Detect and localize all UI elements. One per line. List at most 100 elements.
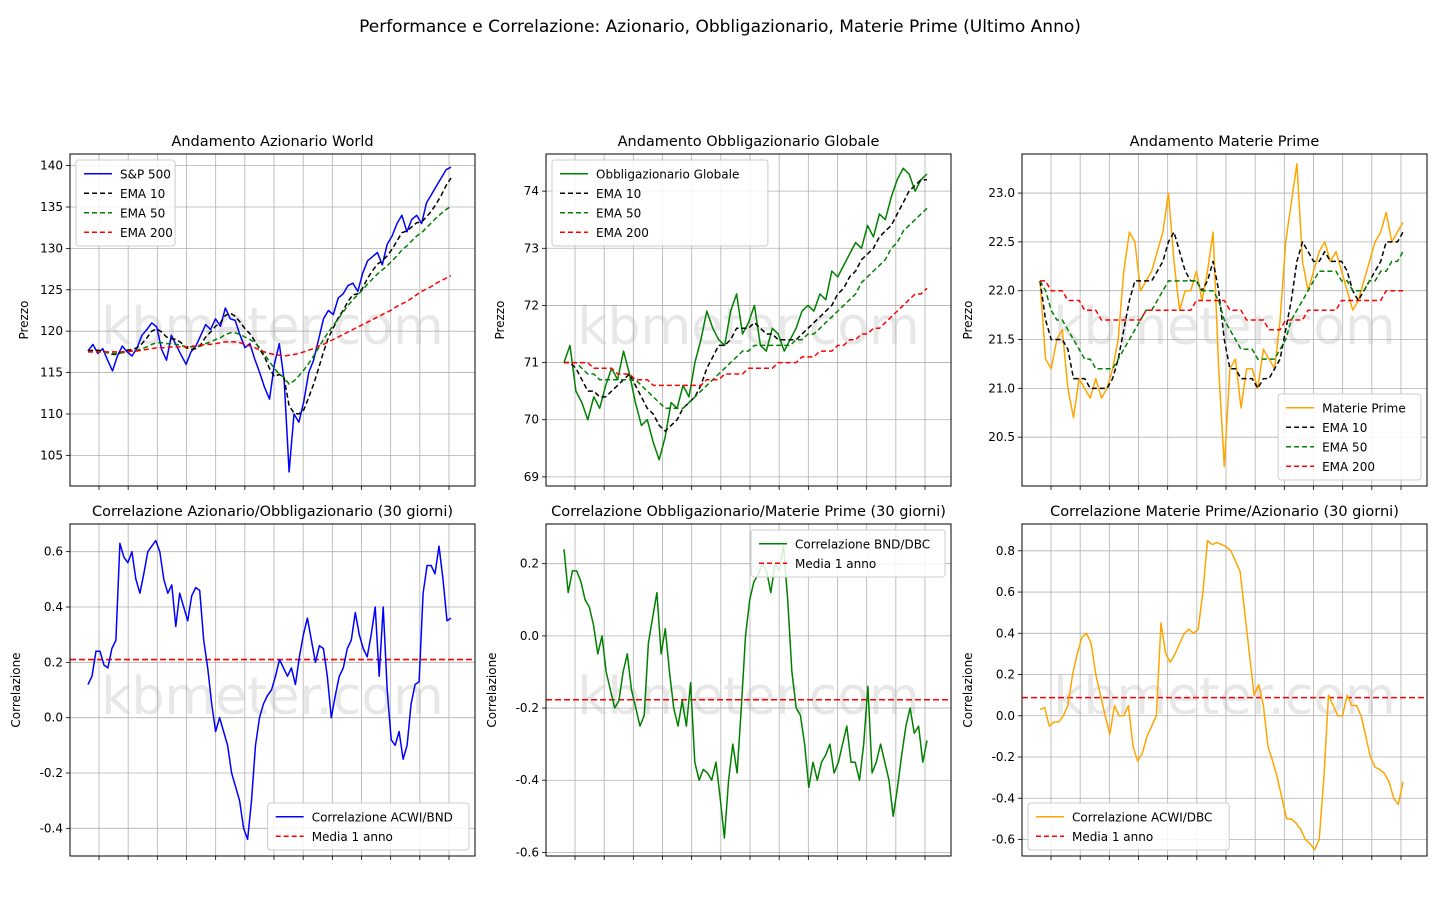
y-tick-label: 120 — [40, 324, 63, 338]
y-tick-label: 0.2 — [44, 655, 63, 669]
legend: Correlazione ACWI/BND Media 1 anno — [267, 802, 470, 851]
series-line-1 — [1039, 163, 1404, 468]
y-tick-label: 21.5 — [988, 333, 1015, 347]
subplot-grid: kbmeter.com 105 110 115 120 125 130 135 140 Andam… — [9, 134, 1428, 860]
y-axis-label: Correlazione — [9, 652, 23, 727]
legend: S&P 500 EMA 10 EMA 50 EMA 200 — [75, 159, 176, 247]
y-tick-label: -0.2 — [40, 766, 63, 780]
y-tick-label: 69 — [524, 470, 539, 484]
legend-label: Media 1 anno — [312, 830, 393, 844]
y-tick-label: 130 — [40, 241, 63, 255]
legend-label: Correlazione BND/DBC — [795, 537, 930, 551]
y-axis-label: Prezzo — [493, 300, 507, 339]
legend-label: Correlazione ACWI/BND — [312, 810, 453, 824]
series-line-3 — [564, 207, 928, 410]
y-tick-label: 0.0 — [520, 629, 539, 643]
legend-label: S&P 500 — [120, 167, 171, 181]
series-line-4 — [564, 287, 928, 387]
legend-box — [75, 159, 176, 247]
subplot-title: Correlazione Obbligazionario/Materie Pri… — [551, 504, 946, 520]
subplot-4: kbmeter.com-0.4-0.20.00.20.40.6Correlazi… — [9, 504, 476, 860]
legend-label: Correlazione ACWI/DBC — [1072, 810, 1212, 824]
legend-label: EMA 10 — [1322, 421, 1367, 435]
y-tick-label: 71 — [524, 356, 539, 370]
subplot-title: Correlazione Azionario/Obbligazionario (… — [92, 504, 453, 520]
y-tick-label: 0.2 — [996, 668, 1015, 682]
watermark: kbmeter.com — [577, 297, 919, 357]
watermark: kbmeter.com — [577, 667, 919, 727]
legend-label: EMA 10 — [120, 187, 165, 201]
axes-frame — [545, 153, 952, 487]
axes-frame — [545, 523, 952, 857]
y-tick-label: 0.8 — [996, 544, 1015, 558]
y-tick-label: 73 — [524, 241, 539, 255]
y-tick-label: 20.5 — [988, 430, 1015, 444]
axes-frame — [1021, 153, 1428, 487]
y-tick-label: 0.6 — [996, 585, 1015, 599]
y-tick-label: 21.0 — [988, 381, 1015, 395]
y-tick-label: 0.0 — [996, 709, 1015, 723]
series-line-1 — [87, 539, 452, 841]
y-tick-label: 110 — [40, 407, 63, 421]
y-tick-label: -0.6 — [992, 833, 1015, 847]
y-tick-label: -0.2 — [992, 750, 1015, 764]
y-tick-label: 105 — [40, 448, 63, 462]
series-line-4 — [88, 275, 452, 357]
y-tick-label: -0.4 — [992, 791, 1015, 805]
y-tick-label: -0.4 — [40, 821, 63, 835]
y-tick-label: 74 — [524, 184, 539, 198]
subplot-6: kbmeter.com-0.6-0.4-0.20.00.20.40.60.8Co… — [961, 504, 1428, 860]
y-axis-label: Prezzo — [17, 300, 31, 339]
y-axis-label: Correlazione — [961, 652, 975, 727]
subplot-title: Andamento Azionario World — [171, 134, 373, 150]
series-line-1 — [87, 166, 452, 473]
series-line-3 — [88, 205, 452, 385]
y-tick-label: 125 — [40, 283, 63, 297]
series-line-1 — [563, 544, 928, 839]
legend-label: Media 1 anno — [795, 557, 876, 571]
subplot-title: Andamento Obbligazionario Globale — [618, 134, 880, 150]
watermark: kbmeter.com — [1053, 297, 1395, 357]
axes-frame — [69, 523, 476, 857]
legend: Correlazione BND/DBC Media 1 anno — [750, 529, 946, 578]
axes-frame — [1021, 523, 1428, 857]
y-tick-label: 0.4 — [44, 600, 63, 614]
y-tick-label: 0.6 — [44, 545, 63, 559]
legend-box — [750, 529, 946, 578]
y-axis-label: Prezzo — [961, 300, 975, 339]
legend-label: EMA 200 — [1322, 460, 1375, 474]
legend: Obbligazionario Globale EMA 10 EMA 50 EMA 2… — [551, 159, 769, 247]
legend-box — [1027, 802, 1230, 851]
y-tick-label: 115 — [40, 366, 63, 380]
y-tick-label: 135 — [40, 200, 63, 214]
legend-label: EMA 50 — [1322, 440, 1367, 454]
subplot-1: kbmeter.com 105 110 115 120 125 130 135 140 Andam… — [17, 134, 476, 490]
series-line-2 — [87, 177, 452, 415]
legend-label: EMA 50 — [596, 206, 641, 220]
legend: Correlazione ACWI/DBC Media 1 anno — [1027, 802, 1230, 851]
y-tick-label: 72 — [524, 298, 539, 312]
y-tick-label: 0.0 — [44, 711, 63, 725]
y-tick-label: 22.5 — [988, 235, 1015, 249]
series-line-1 — [1039, 539, 1404, 851]
y-tick-label: 23.0 — [988, 186, 1015, 200]
legend-box — [1277, 393, 1422, 481]
y-tick-label: -0.6 — [516, 845, 539, 859]
subplot-title: Andamento Materie Prime — [1130, 134, 1320, 150]
series-line-2 — [564, 178, 927, 432]
legend-label: EMA 50 — [120, 206, 165, 220]
y-axis-label: Correlazione — [485, 652, 499, 727]
figure-title: Performance e Correlazione: Azionario, O… — [359, 17, 1081, 37]
axes-frame — [69, 153, 476, 487]
y-tick-label: 0.4 — [996, 626, 1015, 640]
y-tick-label: 0.2 — [520, 557, 539, 571]
y-tick-label: -0.4 — [516, 773, 539, 787]
legend-label: Media 1 anno — [1072, 830, 1153, 844]
y-tick-label: 140 — [40, 159, 63, 173]
y-tick-label: 22.0 — [988, 284, 1015, 298]
y-tick-label: -0.2 — [516, 701, 539, 715]
legend-label: EMA 10 — [596, 187, 641, 201]
series-line-4 — [1040, 280, 1403, 331]
